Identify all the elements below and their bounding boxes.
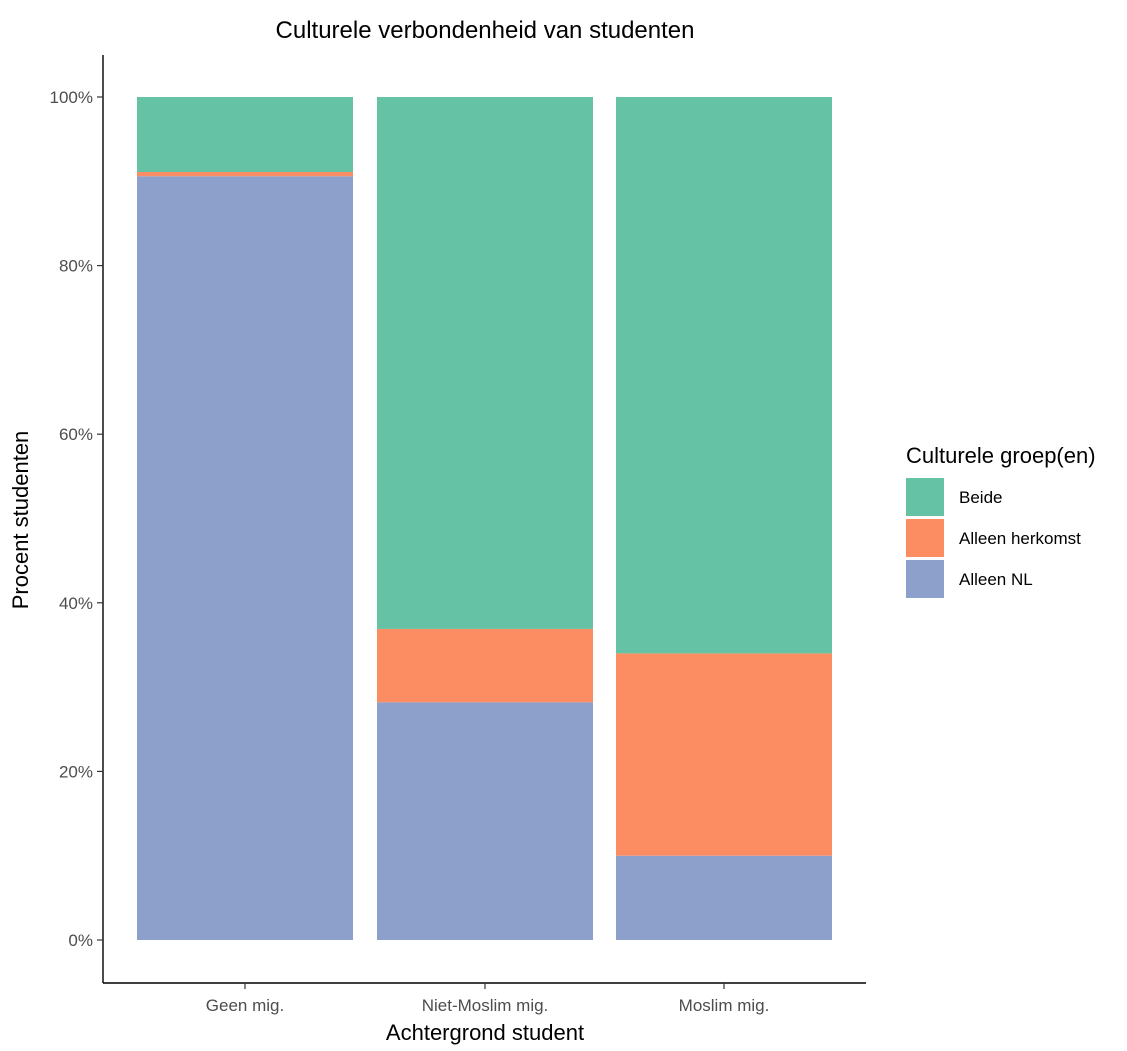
y-tick-label: 0% [68,931,93,950]
bar-segment [377,702,593,940]
chart-title: Culturele verbondenheid van studenten [276,17,695,44]
x-tick-label: Niet-Moslim mig. [422,996,549,1015]
bar-segment [616,855,832,940]
x-axis-title: Achtergrond student [386,1020,584,1045]
y-axis-title: Procent studenten [8,431,33,610]
legend-key [906,478,944,516]
bars-group [137,97,832,940]
y-tick-label: 100% [50,88,93,107]
legend: Culturele groep(en) Beide Alleen herkomst… [906,443,1096,598]
legend-label: Beide [959,488,1002,507]
x-tick-label: Geen mig. [206,996,284,1015]
y-tick-label: 80% [59,257,93,276]
legend-key [906,519,944,557]
legend-key [906,560,944,598]
bar-segment [377,628,593,703]
y-tick-label: 60% [59,425,93,444]
bar-segment [137,176,353,940]
legend-label: Alleen herkomst [959,529,1081,548]
y-ticks-group: 0% 20% 40% 60% 80% 100% [50,88,103,950]
legend-title: Culturele groep(en) [906,443,1096,468]
legend-label: Alleen NL [959,570,1033,589]
legend-items: Beide Alleen herkomst Alleen NL [906,478,1081,598]
bar-segment [137,172,353,177]
x-tick-label: Moslim mig. [679,996,770,1015]
x-ticks-group: Geen mig. Niet-Moslim mig. Moslim mig. [206,983,770,1015]
y-tick-label: 40% [59,594,93,613]
bar-segment [377,97,593,629]
bar-segment [137,97,353,173]
bar-segment [616,97,832,654]
bar-segment [616,653,832,856]
y-tick-label: 20% [59,762,93,781]
